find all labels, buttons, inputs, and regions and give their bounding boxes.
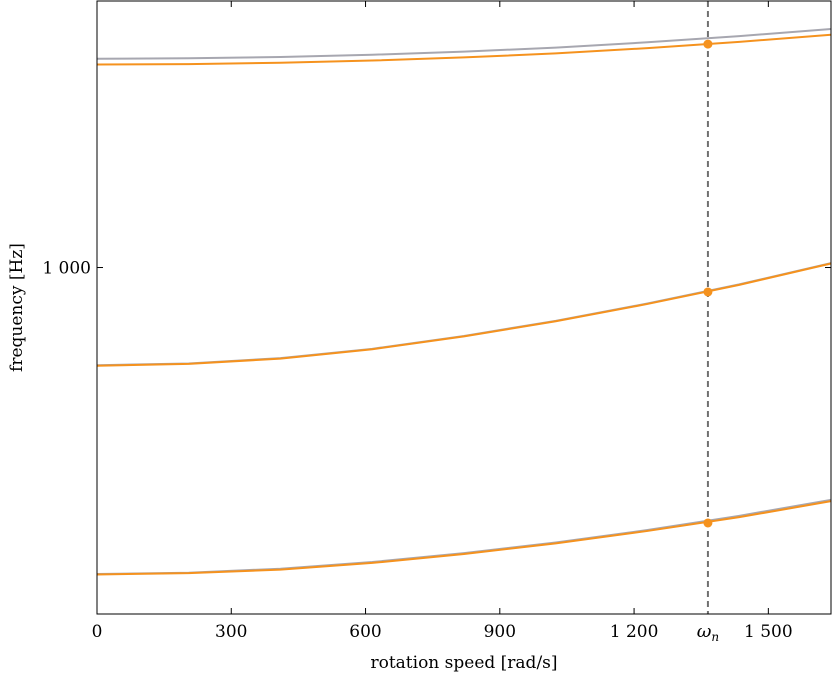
y-axis-label: frequency [Hz] bbox=[7, 243, 27, 372]
series-layer bbox=[96, 27, 832, 576]
marker-point-1 bbox=[703, 518, 713, 528]
plot-frame bbox=[96, 0, 832, 615]
ticks-layer: 0 300 600 900 1 200 1 500 1 000 bbox=[42, 1, 831, 642]
series-line-6 bbox=[96, 33, 832, 66]
x-axis-label: rotation speed [rad/s] bbox=[370, 653, 557, 673]
x-tick-label: 0 bbox=[92, 622, 103, 642]
series-line-1 bbox=[96, 498, 832, 576]
y-tick-label: 1 000 bbox=[42, 259, 91, 279]
marker-layer bbox=[703, 39, 713, 528]
x-tick-label: 300 bbox=[215, 622, 247, 642]
marker-point-3 bbox=[703, 39, 713, 49]
x-tick-label: 600 bbox=[349, 622, 381, 642]
series-line-3 bbox=[96, 262, 832, 367]
series-line-4 bbox=[96, 262, 832, 367]
marker-point-2 bbox=[703, 287, 713, 297]
x-tick-label: 1 200 bbox=[610, 622, 659, 642]
series-line-2 bbox=[96, 500, 832, 576]
series-line-5 bbox=[96, 27, 832, 60]
omega-n-tick-label: ωn bbox=[697, 621, 719, 644]
x-tick-label: 900 bbox=[484, 622, 516, 642]
x-tick-label: 1 500 bbox=[744, 622, 793, 642]
